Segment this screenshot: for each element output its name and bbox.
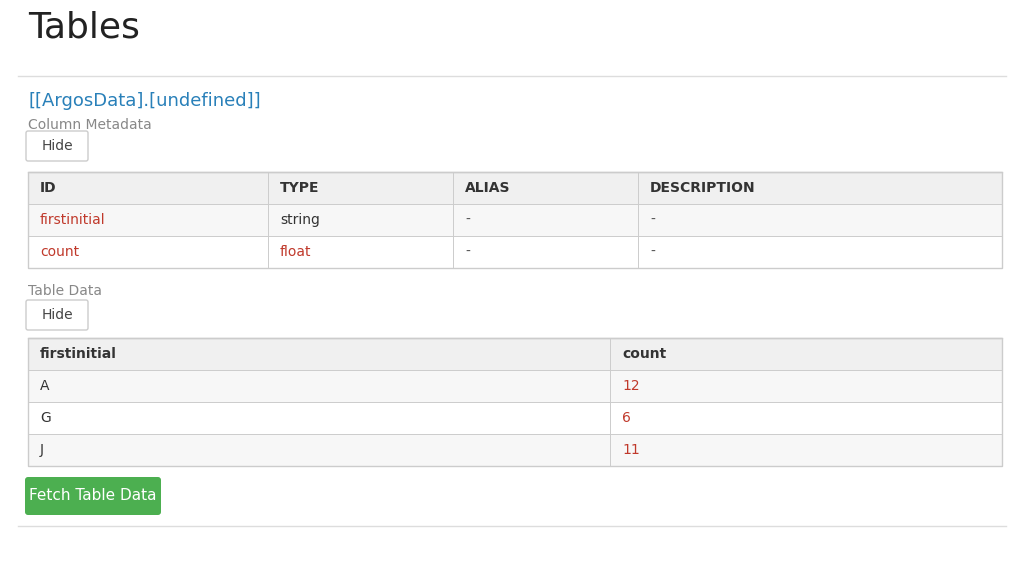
Text: Table Data: Table Data	[28, 284, 102, 298]
Text: -: -	[650, 245, 655, 259]
Text: Hide: Hide	[41, 139, 73, 153]
Text: count: count	[40, 245, 79, 259]
Text: -: -	[650, 213, 655, 227]
Text: TYPE: TYPE	[280, 181, 319, 195]
FancyBboxPatch shape	[25, 477, 161, 515]
Text: ID: ID	[40, 181, 56, 195]
Bar	[28, 204, 1002, 236]
Bar	[28, 370, 1002, 402]
Text: 11: 11	[622, 443, 640, 457]
Text: count: count	[622, 347, 667, 361]
Text: J: J	[40, 443, 44, 457]
Bar	[28, 172, 1002, 204]
Bar	[28, 172, 1002, 268]
Text: ALIAS: ALIAS	[465, 181, 511, 195]
Bar	[28, 236, 1002, 268]
Bar	[28, 338, 1002, 370]
Text: Hide: Hide	[41, 308, 73, 322]
Bar	[28, 402, 1002, 434]
Text: A: A	[40, 379, 49, 393]
Text: firstinitial: firstinitial	[40, 347, 117, 361]
Text: float: float	[280, 245, 311, 259]
Text: string: string	[280, 213, 319, 227]
Text: 6: 6	[622, 411, 631, 425]
Text: G: G	[40, 411, 51, 425]
Text: firstinitial: firstinitial	[40, 213, 105, 227]
Text: -: -	[465, 213, 470, 227]
Text: -: -	[465, 245, 470, 259]
Text: Column Metadata: Column Metadata	[28, 118, 152, 132]
Text: [[ArgosData].[undefined]]: [[ArgosData].[undefined]]	[28, 92, 261, 110]
Text: Fetch Table Data: Fetch Table Data	[30, 489, 157, 504]
FancyBboxPatch shape	[26, 300, 88, 330]
Text: Tables: Tables	[28, 10, 140, 44]
Text: 12: 12	[622, 379, 640, 393]
FancyBboxPatch shape	[26, 131, 88, 161]
Bar	[28, 434, 1002, 466]
Bar	[28, 338, 1002, 466]
Text: DESCRIPTION: DESCRIPTION	[650, 181, 756, 195]
